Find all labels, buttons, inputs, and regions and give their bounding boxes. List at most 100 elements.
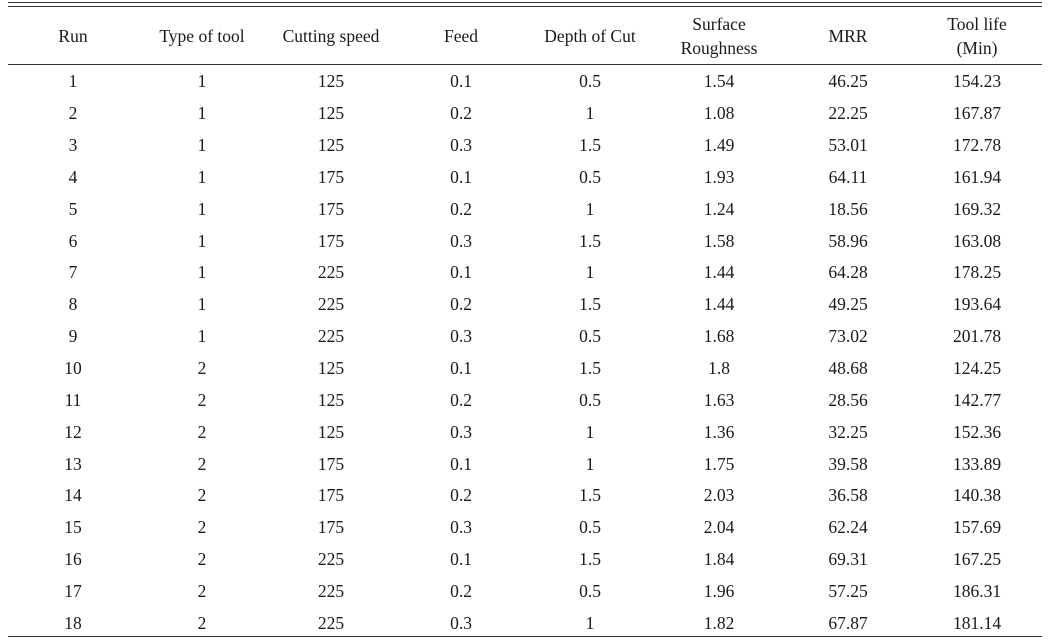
table-row: 13 2 175 0.1 1 1.75 39.58 133.89 [8,448,1042,480]
table-header: Run Type of tool Cutting speed Feed Depth of… [8,8,1042,64]
table-cell: 2 [197,549,207,570]
column-header: Feed [396,8,526,64]
table-cell: 125 [317,135,345,156]
table-cell: 152.36 [952,421,1002,442]
table-cell: 1.68 [703,326,735,347]
table-cell: 0.1 [450,262,472,283]
table-cell: 2 [197,421,207,442]
table-cell: 125 [317,103,345,124]
table-cell: 167.87 [952,103,1002,124]
table-cell: 10 [64,358,82,379]
table-cell: 172.78 [952,135,1002,156]
table-cell: 1 [197,71,207,92]
table-cell: 1 [585,198,595,219]
table-cell: 64.11 [828,166,868,187]
table-row: 4 1 175 0.1 0.5 1.93 64.11 161.94 [8,162,1042,194]
table-cell: 133.89 [952,453,1002,474]
table-cell: 32.25 [828,421,868,442]
bottom-rule [8,636,1042,637]
table-cell: 1 [197,198,207,219]
table-row: 16 2 225 0.1 1.5 1.84 69.31 167.25 [8,544,1042,576]
table-cell: 0.2 [450,580,472,601]
header-row: Run Type of tool Cutting speed Feed Depth of… [8,8,1042,64]
table-cell: 161.94 [952,166,1002,187]
column-header-label: Cutting speed [282,26,380,46]
table-cell: 1 [585,262,595,283]
table-row: 11 2 125 0.2 0.5 1.63 28.56 142.77 [8,384,1042,416]
table-cell: 175 [317,453,345,474]
table-cell: 1 [197,166,207,187]
table-cell: 1.5 [579,485,601,506]
table-row: 7 1 225 0.1 1 1.44 64.28 178.25 [8,257,1042,289]
table-cell: 12 [64,421,82,442]
table-cell: 125 [317,421,345,442]
table-cell: 225 [317,612,345,633]
table-cell: 2.03 [703,485,735,506]
table-row: 3 1 125 0.3 1.5 1.49 53.01 172.78 [8,130,1042,162]
table-cell: 175 [317,230,345,251]
table-cell: 0.3 [450,230,472,251]
table-cell: 1 [197,135,207,156]
table-cell: 0.3 [450,517,472,538]
table-cell: 1 [197,294,207,315]
table-cell: 169.32 [952,198,1002,219]
table-cell: 225 [317,262,345,283]
table-cell: 167.25 [952,549,1002,570]
table-cell: 1 [197,262,207,283]
table-cell: 1.49 [703,135,735,156]
table-cell: 0.2 [450,103,472,124]
table-cell: 0.1 [450,453,472,474]
table-cell: 1 [68,71,78,92]
column-header-label: Type of tool [159,26,245,46]
table-row: 18 2 225 0.3 1 1.82 67.87 181.14 [8,607,1042,639]
table-cell: 9 [68,326,78,347]
table-cell: 64.28 [828,262,868,283]
table-cell: 48.68 [828,358,868,379]
table-cell: 1.63 [703,389,735,410]
table-cell: 175 [317,166,345,187]
table-cell: 1.96 [703,580,735,601]
table-cell: 16 [64,549,82,570]
table-cell: 124.25 [952,358,1002,379]
table-cell: 0.5 [579,517,601,538]
table-cell: 53.01 [828,135,868,156]
table-cell: 49.25 [828,294,868,315]
column-header: Run [8,8,138,64]
table-cell: 1.54 [703,71,735,92]
table-cell: 1.24 [703,198,735,219]
table-cell: 0.5 [579,326,601,347]
table-cell: 1.08 [703,103,735,124]
table-cell: 1 [197,326,207,347]
column-header-label: Tool life [947,14,1007,34]
table-cell: 1.5 [579,135,601,156]
table-cell: 4 [68,166,78,187]
table-cell: 1.8 [708,358,730,379]
table-cell: 18 [64,612,82,633]
table-cell: 0.2 [450,389,472,410]
table-cell: 1.84 [703,549,735,570]
column-header-label: Depth of Cut [544,26,636,46]
column-header: Depth of Cut [526,8,654,64]
table-cell: 0.5 [579,71,601,92]
table-cell: 0.3 [450,135,472,156]
table-cell: 2 [197,612,207,633]
table-cell: 1 [585,103,595,124]
table-cell: 1.93 [703,166,735,187]
experiment-results-table: Run Type of tool Cutting speed Feed Depth of… [8,8,1042,639]
table-cell: 0.1 [450,549,472,570]
table-cell: 1 [197,230,207,251]
table-cell: 73.02 [828,326,868,347]
table-cell: 1.5 [579,294,601,315]
table-cell: 0.5 [579,166,601,187]
table-cell: 0.2 [450,198,472,219]
table-row: 10 2 125 0.1 1.5 1.8 48.68 124.25 [8,353,1042,385]
table-row: 5 1 175 0.2 1 1.24 18.56 169.32 [8,193,1042,225]
column-header-label: Roughness [680,38,758,58]
table-cell: 14 [64,485,82,506]
top-rule-lower [8,6,1042,7]
table-cell: 157.69 [952,517,1002,538]
table-cell: 1.44 [703,294,735,315]
column-header-label: Surface [692,14,746,34]
table-cell: 1.82 [703,612,735,633]
